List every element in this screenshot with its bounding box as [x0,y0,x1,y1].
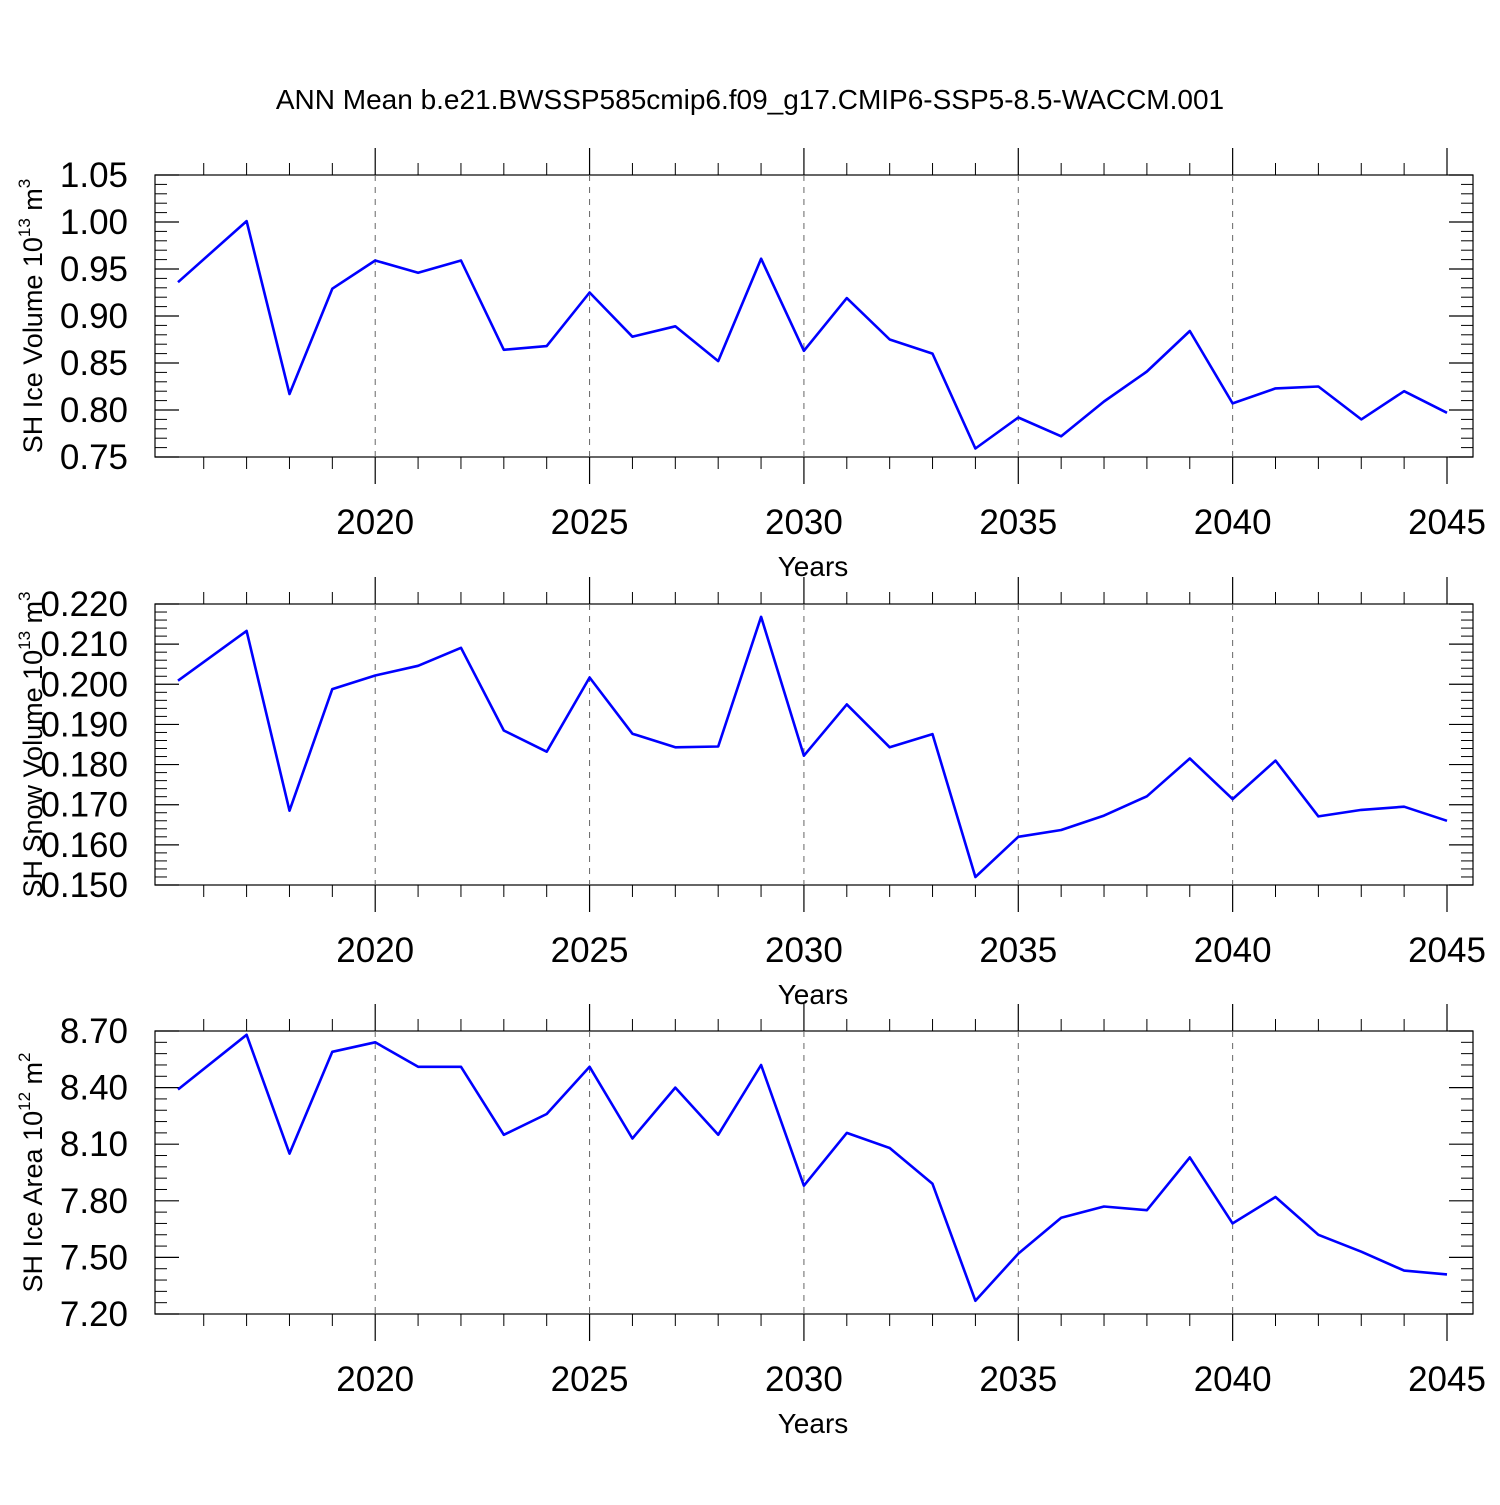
panel-2-y-tick-label: 0.170 [40,786,128,825]
panel-3-y-tick-label: 7.20 [60,1295,128,1334]
panel-1-y-tick-label: 1.05 [60,156,128,195]
panel-2-y-axis-label-part: 3 [15,591,34,600]
panel-2-y-axis-label: SH Snow Volume 1013 m3 [15,591,48,897]
panel-1-series-line [177,219,1448,450]
panel-2-x-tick-label: 2020 [336,931,414,970]
panel-2-y-tick-label: 0.200 [40,665,128,704]
panel-2-x-tick-label: 2025 [551,931,629,970]
panel-2-y-tick-label: 0.190 [40,705,128,744]
panel-2-series-line [177,615,1448,879]
panel-2-y-tick-label: 0.150 [40,866,128,905]
panel-2-x-tick-label: 2045 [1408,931,1486,970]
panel-1-x-axis-label: Years [778,551,849,582]
panel-3-x-axis-label: Years [778,1408,849,1439]
panel-1-x-tick-label: 2030 [765,503,843,542]
panel-2-y-axis-label-part: m [18,601,48,631]
panel-3-y-tick-label: 8.10 [60,1125,128,1164]
panel-3-x-tick-label: 2035 [979,1360,1057,1399]
panel-3-x-tick-label: 2045 [1408,1360,1486,1399]
panel-1-y-tick-label: 0.95 [60,250,128,289]
panel-3-y-axis-label-part: SH Ice Area 10 [18,1111,48,1293]
panel-3-frame [154,1030,1474,1315]
panel-1-y-tick-label: 1.00 [60,203,128,242]
panel-3-x-tick-label: 2025 [551,1360,629,1399]
panel-3-y-tick-label: 7.50 [60,1238,128,1277]
panel-2-x-axis-label: Years [778,979,849,1010]
panel-2-x-tick-label: 2040 [1194,931,1272,970]
panel-2-y-axis-label-part: 13 [15,631,34,650]
panel-3-y-axis-label-part: m [18,1062,48,1092]
panel-1-x-tick-label: 2025 [551,503,629,542]
panel-3-y-axis-label-part: 2 [15,1053,34,1062]
panel-1-y-tick-label: 0.80 [60,391,128,430]
figure-title: ANN Mean b.e21.BWSSP585cmip6.f09_g17.CMI… [275,84,1225,115]
panel-1-y-axis-label-part: SH Ice Volume 10 [18,237,48,453]
panel-1-y-tick-label: 0.85 [60,344,128,383]
panel-3-x-tick-label: 2020 [336,1360,414,1399]
panel-1-y-axis-label-part: 3 [15,179,34,188]
panel-2-frame [154,603,1474,886]
panel-3-y-tick-label: 8.40 [60,1069,128,1108]
panel-2-x-tick-label: 2030 [765,931,843,970]
panel-3-series-line [177,1033,1448,1303]
panel-2-y-tick-label: 0.160 [40,826,128,865]
panel-1-y-axis-label: SH Ice Volume 1013 m3 [15,179,48,454]
panel-1-x-tick-label: 2035 [979,503,1057,542]
panel-3-x-tick-label: 2030 [765,1360,843,1399]
panel-2-x-tick-label: 2035 [979,931,1057,970]
panel-3-y-axis-label: SH Ice Area 1012 m2 [15,1053,48,1293]
panel-2-y-tick-label: 0.180 [40,746,128,785]
panel-3-x-tick-label: 2040 [1194,1360,1272,1399]
panel-1-y-axis-label-part: 13 [15,218,34,237]
panel-1-frame [154,174,1474,458]
panel-2-y-tick-label: 0.220 [40,585,128,624]
panel-1-x-tick-label: 2045 [1408,503,1486,542]
panel-3-y-tick-label: 7.80 [60,1182,128,1221]
panel-1-x-tick-label: 2040 [1194,503,1272,542]
panel-3-y-axis-label-part: 12 [15,1092,34,1111]
panel-1-y-tick-label: 0.90 [60,297,128,336]
panel-1-y-tick-label: 0.75 [60,438,128,477]
panel-2-y-axis-label-part: SH Snow Volume 10 [18,650,48,898]
panel-1-x-tick-label: 2020 [336,503,414,542]
panel-1-y-axis-label-part: m [18,188,48,218]
panel-3-y-tick-label: 8.70 [60,1012,128,1051]
panel-2-y-tick-label: 0.210 [40,625,128,664]
